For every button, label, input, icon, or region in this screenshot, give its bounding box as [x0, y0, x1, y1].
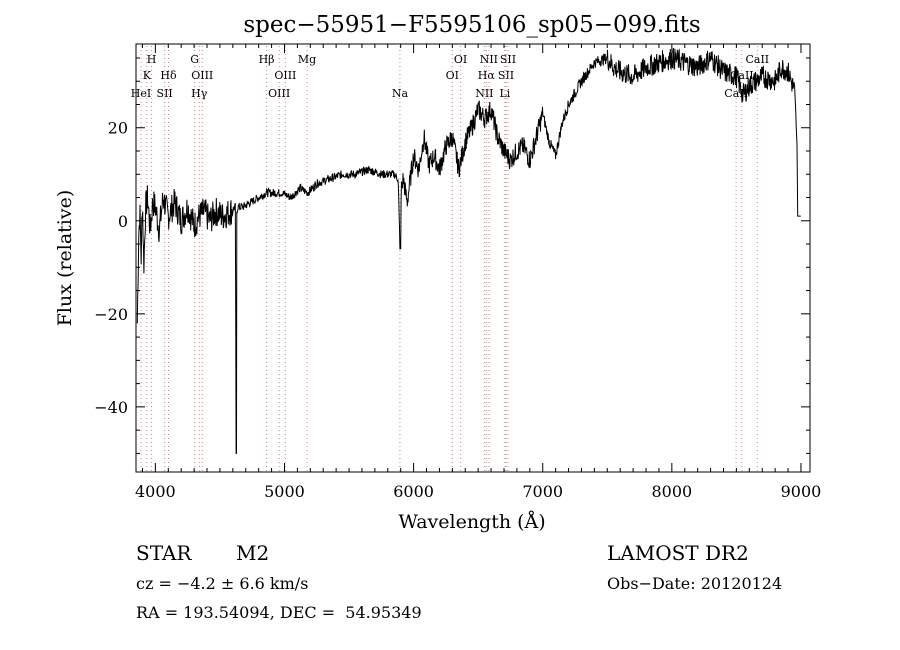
axis-ticks: 4000 5000 6000 7000 8000 9000 −40 −20 0 20 — [94, 44, 821, 501]
line-label: Mg — [298, 53, 316, 66]
chart-title: spec−55951−F5595106_sp05−099.fits — [243, 12, 700, 38]
line-label: NII — [480, 53, 498, 66]
line-label: HeI — [131, 87, 151, 100]
survey-name: LAMOST DR2 — [607, 541, 749, 565]
line-label: CaII — [745, 53, 769, 66]
line-label: Hδ — [160, 69, 177, 82]
y-tick-label: 20 — [108, 119, 128, 138]
spectrum-chart: spec−55951−F5595106_sp05−099.fits HeI KH S… — [54, 12, 821, 533]
ra-dec-coordinates: RA = 193.54094, DEC = 54.95349 — [136, 603, 422, 622]
line-label: OIII — [268, 87, 290, 100]
line-label: Hα — [478, 69, 496, 82]
x-tick-label: 5000 — [264, 482, 305, 501]
x-axis-label: Wavelength (Å) — [398, 511, 545, 533]
plot-frame — [135, 43, 811, 473]
line-label: OI — [454, 53, 467, 66]
y-axis-label: Flux (relative) — [54, 190, 76, 327]
x-tick-label: 4000 — [135, 482, 176, 501]
x-tick-label: 8000 — [651, 482, 692, 501]
spectral-line-markers: HeIKHSIIHδGHγOIIIHβOIIIOIIIMgNaOIOINIIHα… — [131, 46, 769, 472]
x-tick-label: 7000 — [522, 482, 563, 501]
line-label: OI — [446, 69, 459, 82]
line-label: NII — [475, 87, 493, 100]
y-tick-label: −40 — [94, 398, 128, 417]
y-tick-label: −20 — [94, 305, 128, 324]
redshift-velocity: cz = −4.2 ± 6.6 km/s — [136, 574, 309, 593]
line-label: SII — [498, 69, 514, 82]
line-label: Hβ — [259, 53, 275, 66]
observation-date: Obs−Date: 20120124 — [607, 574, 783, 593]
spectrum-line — [136, 47, 801, 454]
line-label: H — [147, 53, 157, 66]
line-label: SII — [500, 53, 516, 66]
line-label: SII — [157, 87, 173, 100]
line-label: G — [190, 53, 199, 66]
x-tick-label: 6000 — [393, 482, 434, 501]
line-label: Hγ — [191, 87, 208, 100]
line-label: K — [143, 69, 152, 82]
object-subclass: M2 — [236, 541, 270, 565]
y-tick-label: 0 — [118, 212, 128, 231]
object-class: STAR — [136, 541, 192, 565]
line-label: OIII — [274, 69, 296, 82]
line-label: Li — [499, 87, 510, 100]
line-label: OIII — [191, 69, 213, 82]
x-tick-label: 9000 — [781, 482, 822, 501]
line-label: Na — [392, 87, 409, 100]
